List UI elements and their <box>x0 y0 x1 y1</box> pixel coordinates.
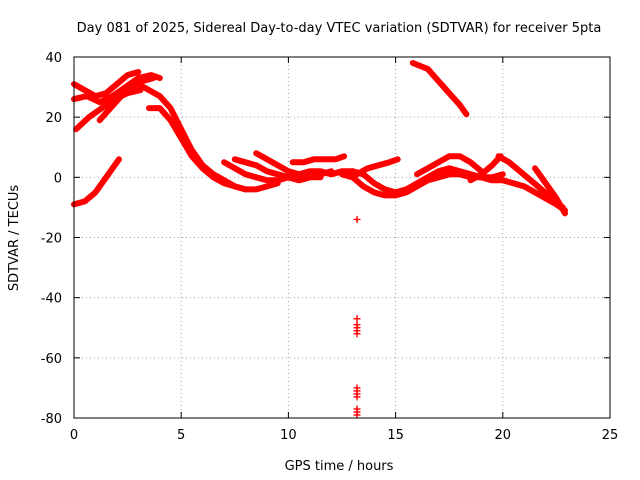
chart-title: Day 081 of 2025, Sidereal Day-to-day VTE… <box>77 21 602 36</box>
y-tick-label: -60 <box>41 352 62 367</box>
series-track-7 <box>146 105 249 193</box>
series-track-15 <box>414 153 485 178</box>
y-axis-label: SDTVAR / TECUs <box>7 185 22 292</box>
x-tick-label: 0 <box>70 428 78 443</box>
series-track-4 <box>96 75 157 124</box>
series-track-10 <box>253 150 324 181</box>
data-point <box>353 393 361 401</box>
series-track-17 <box>495 153 566 211</box>
series-track-11 <box>289 153 348 166</box>
series-track-5 <box>71 156 122 208</box>
x-tick-label: 25 <box>602 428 619 443</box>
y-tick-label: -80 <box>41 412 62 427</box>
series-track-2 <box>71 72 163 106</box>
data-point <box>353 215 361 223</box>
data-point <box>353 330 361 338</box>
x-tick-labels: 0 5 10 15 20 25 <box>70 428 618 443</box>
y-tick-labels: -80 -60 -40 -20 0 20 40 <box>41 51 62 427</box>
x-axis-label: GPS time / hours <box>285 459 394 474</box>
y-tick-label: -40 <box>41 292 62 307</box>
isolated-points <box>353 215 361 419</box>
y-tick-label: 40 <box>45 51 62 66</box>
data-point <box>353 315 361 323</box>
grid <box>74 57 610 418</box>
y-tick-label: 20 <box>45 111 62 126</box>
series-track-14 <box>354 156 401 178</box>
axis-ticks <box>73 56 611 419</box>
series-track-1 <box>71 69 142 100</box>
data-point <box>353 411 361 419</box>
series-track-16 <box>467 153 504 184</box>
series-track-19 <box>409 60 470 118</box>
y-tick-label: -20 <box>41 232 62 247</box>
series-track-6 <box>124 81 281 193</box>
y-tick-label: 0 <box>54 171 62 186</box>
x-tick-label: 5 <box>177 428 185 443</box>
x-tick-label: 15 <box>387 428 404 443</box>
x-tick-label: 20 <box>495 428 512 443</box>
series-track-12 <box>339 171 568 214</box>
series-track-18 <box>532 165 568 217</box>
x-tick-label: 10 <box>280 428 297 443</box>
data-tracks <box>71 60 568 217</box>
